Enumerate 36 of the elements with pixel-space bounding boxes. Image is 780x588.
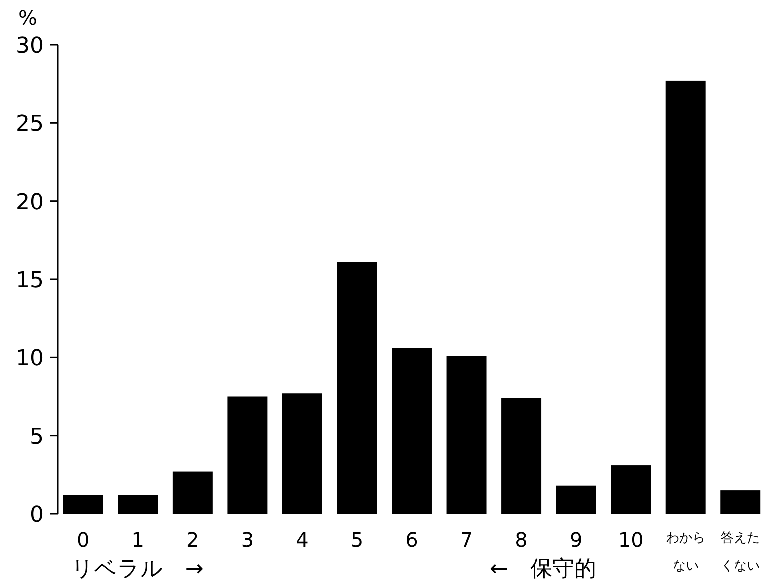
bar	[666, 80, 706, 514]
x-tick-label: 答えたくない	[721, 531, 760, 574]
y-tick-label: 15	[16, 268, 44, 294]
bar	[118, 495, 158, 514]
y-tick-label: 20	[16, 190, 44, 216]
x-tick-label: 2	[186, 528, 200, 552]
x-tick-label: 7	[460, 528, 474, 552]
bar	[172, 472, 213, 514]
y-tick-label: 10	[16, 346, 44, 372]
y-tick-label: 0	[30, 503, 44, 528]
x-tick-label: 9	[570, 528, 583, 552]
bar	[63, 495, 104, 514]
bar	[502, 398, 542, 514]
bar	[228, 396, 268, 514]
x-tick-label: 5	[350, 528, 364, 552]
bar	[337, 262, 378, 514]
x-tick-label: 1	[132, 528, 145, 552]
x-tick-label: 10	[618, 528, 644, 552]
y-tick-label: 30	[16, 34, 44, 59]
x-tick-label: わからない	[666, 531, 706, 574]
text: リベラル →	[71, 557, 204, 582]
y-axis-title: %	[18, 6, 38, 30]
x-tick-label: 8	[515, 528, 528, 552]
bar	[556, 486, 596, 514]
bar	[446, 356, 487, 514]
bar	[282, 394, 322, 514]
bar	[611, 466, 652, 514]
x-tick-label: 3	[241, 528, 254, 552]
bar	[392, 348, 432, 514]
bar	[720, 490, 761, 514]
y-tick-label: 25	[16, 112, 44, 138]
text: ← 保守的	[490, 557, 596, 582]
y-tick-label: 5	[30, 424, 44, 450]
x-tick-label: 0	[77, 528, 90, 552]
x-tick-label: 6	[406, 528, 418, 552]
x-tick-label: 4	[296, 528, 309, 552]
